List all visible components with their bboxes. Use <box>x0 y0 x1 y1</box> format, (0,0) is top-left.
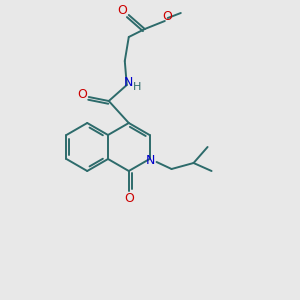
Text: O: O <box>117 4 127 17</box>
Text: O: O <box>162 10 172 22</box>
Text: O: O <box>77 88 87 100</box>
Text: O: O <box>124 191 134 205</box>
Text: N: N <box>124 76 134 88</box>
Text: H: H <box>133 82 141 92</box>
Text: N: N <box>146 154 155 166</box>
